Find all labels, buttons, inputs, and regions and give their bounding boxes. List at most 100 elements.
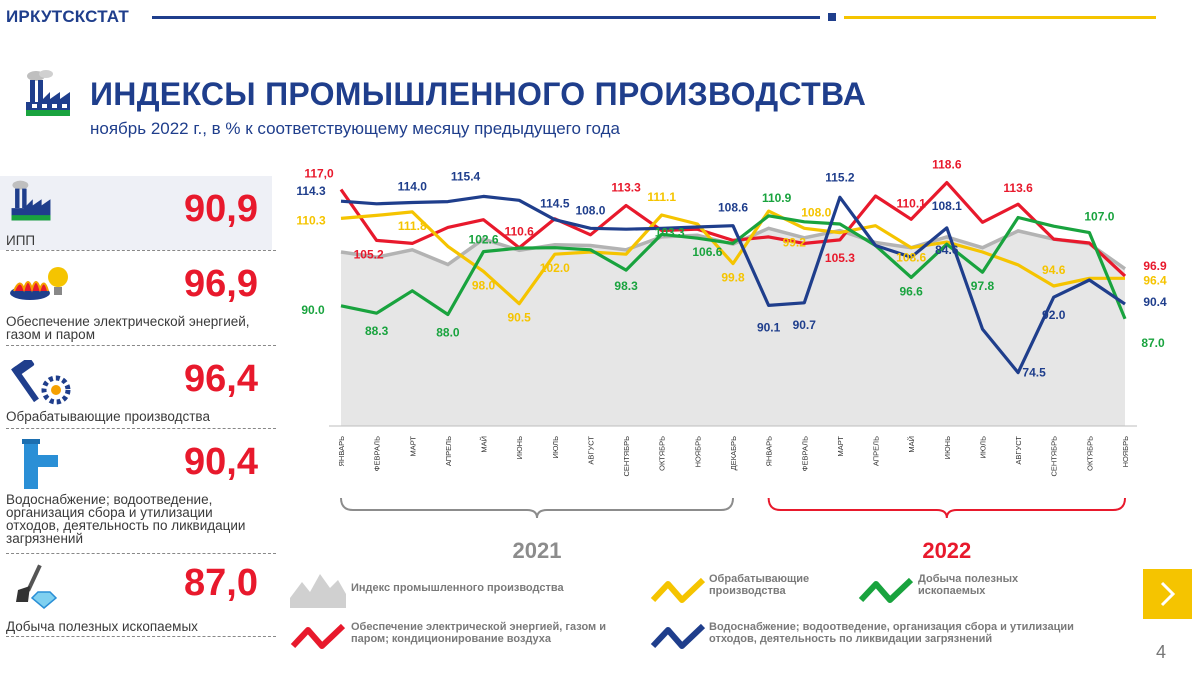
shovel-diamond-icon [16,564,58,609]
x-tick-label: ЯНВАРЬ [765,436,774,467]
x-tick-label: ДЕКАБРЬ [729,436,738,470]
legend-icon-mining [858,577,914,603]
header-divider-blue [152,16,820,19]
data-label: 111.8 [398,219,427,233]
data-label: 103.3 [655,225,685,239]
x-tick-label: МАРТ [836,436,845,457]
data-label: 118.6 [932,158,962,172]
data-label: 111.1 [647,190,676,204]
data-label: 96.9 [1143,259,1167,273]
x-tick-label: ИЮЛЬ [978,436,987,459]
x-tick-label: ИЮНЬ [943,436,952,459]
data-label: 105.2 [354,247,384,261]
legend-icon-manufacturing [650,577,706,603]
x-tick-label: АПРЕЛЬ [444,436,453,466]
x-tick-label: АПРЕЛЬ [872,436,881,466]
data-label: 97.8 [971,279,995,293]
data-label: 98.0 [472,278,496,292]
data-label: 113.6 [1003,181,1033,195]
x-tick-label: МАЙ [480,436,489,453]
hammer-gear-icon [11,360,71,405]
header-divider-yellow [844,16,1156,19]
sidebar-item-manufacturing: 96,4 Обрабатывающие производства [0,350,272,428]
chevron-right-icon [1160,581,1176,607]
manufacturing-value: 96,4 [184,358,258,400]
data-label: 96.6 [900,284,924,298]
energy-value: 96,9 [184,263,258,305]
data-label: 108.6 [896,251,926,265]
mining-label: Добыча полезных ископаемых [6,619,198,634]
divider [6,636,276,637]
data-label: 107.0 [1084,210,1114,224]
water-label: Водоснабжение; водоотведение, организаци… [6,492,246,546]
legend-label-mining: Добыча полезных ископаемых [918,573,1019,597]
year-brace [340,497,734,519]
x-tick-label: ЯНВАРЬ [337,436,346,467]
data-label: 115.2 [825,170,855,184]
data-label: 106.6 [692,245,722,259]
data-label: 117,0 [304,167,334,181]
x-tick-label: ИЮЛЬ [551,436,560,459]
x-tick-label: НОЯБРЬ [693,436,702,467]
data-label: 102.6 [469,233,499,247]
data-label: 114.5 [540,197,570,211]
data-label: 92.0 [1042,308,1066,322]
data-label: 99.8 [721,271,745,285]
data-label: 108.0 [575,203,605,217]
data-label: 110.6 [504,225,534,239]
divider [6,553,276,554]
page-title: ИНДЕКСЫ ПРОМЫШЛЕННОГО ПРОИЗВОДСТВА [90,76,867,112]
data-label: 96.4 [1143,273,1167,287]
divider [6,250,276,251]
mining-value: 87,0 [184,562,258,604]
divider [6,428,276,429]
legend-label-energy: Обеспечение электрической энергией, газо… [351,621,606,645]
x-tick-label: ФЕВРАЛЬ [373,436,382,471]
factory-icon [11,180,51,221]
factory-icon [26,70,70,116]
year-brace [767,497,1126,519]
year-label: 2022 [922,538,971,563]
data-label: 114.0 [398,179,428,193]
sidebar-item-mining: 87,0 Добыча полезных ископаемых [0,558,272,636]
x-tick-label: СЕНТЯБРЬ [1050,436,1059,477]
data-label: 105.3 [825,251,855,265]
sidebar-item-energy: 96,9 Обеспечение электрической энергией,… [0,255,272,343]
data-label: 88.0 [436,325,460,339]
series-line-mining [340,214,1127,320]
year-label: 2021 [513,538,562,563]
data-label: 110.9 [762,191,792,205]
data-label: 115.4 [451,169,481,183]
series-line-water [340,194,1126,375]
x-tick-label: МАРТ [408,436,417,457]
data-label: 90.1 [757,320,781,334]
data-label: 87.0 [1141,336,1165,350]
data-label: 90.0 [301,303,325,317]
header-divider-square [828,13,836,21]
legend-label-manufacturing: Обрабатывающие производства [709,573,810,597]
page-subtitle: ноябрь 2022 г., в % к соответствующему м… [90,119,620,138]
data-label: 110.1 [896,196,926,210]
x-tick-label: МАЙ [907,436,916,453]
next-slide-button[interactable] [1143,569,1192,619]
data-label: 108.6 [718,201,748,215]
x-tick-label: АВГУСТ [586,436,595,465]
x-tick-label: АВГУСТ [1014,436,1023,465]
ipp-label: ИПП [6,233,36,248]
data-label: 114.3 [296,184,326,198]
x-tick-label: ИЮНЬ [515,436,524,459]
data-label: 108.1 [932,199,962,213]
data-label: 90.7 [793,318,817,332]
divider [6,345,276,346]
x-tick-label: ОКТЯБРЬ [658,436,667,471]
legend-icon-water [650,623,706,649]
manufacturing-label: Обрабатывающие производства [6,409,210,424]
sidebar-item-water: 90,4 Водоснабжение; водоотведение, орган… [0,433,272,551]
series-line-energy [339,181,1127,278]
data-label: 74.5 [1022,366,1046,380]
data-label: 108.0 [801,205,831,219]
legend-icon-ipp [290,574,346,608]
data-label: 113.3 [611,180,641,194]
ipp-value: 90,9 [184,188,258,230]
